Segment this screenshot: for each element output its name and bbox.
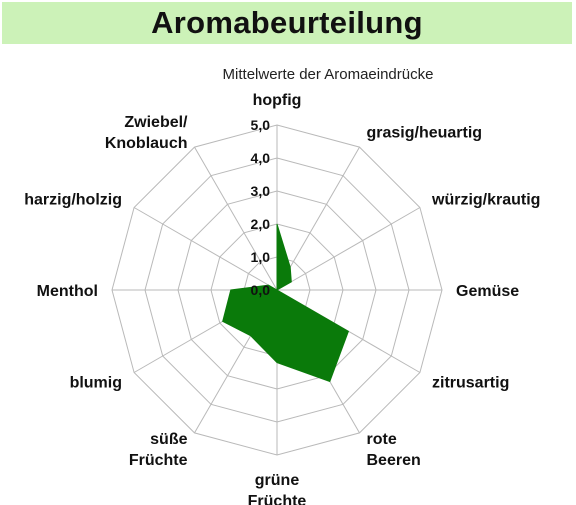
category-label: blumig <box>70 375 122 392</box>
category-label: Gemüse <box>456 283 519 300</box>
tick-label: 3,0 <box>251 183 271 199</box>
title-banner: Aromabeurteilung <box>2 2 572 44</box>
category-label: zitrusartig <box>432 375 509 392</box>
category-labels: hopfig grasig/heuartig würzig/krautig Gemüs… <box>24 92 540 505</box>
category-label: Zwiebel/Knoblauch <box>105 114 188 152</box>
tick-label: 1,0 <box>251 249 271 265</box>
category-label: harzig/holzig <box>24 192 122 209</box>
category-label: grüne Früchte <box>248 472 307 505</box>
category-label: Menthol <box>37 283 98 300</box>
tick-label: 5,0 <box>251 117 271 133</box>
category-label: grasig/heuartig <box>367 125 483 142</box>
series-layer <box>222 223 350 383</box>
chart-title: Aromabeurteilung <box>151 5 423 40</box>
series-area <box>222 223 350 383</box>
chart-subtitle: Mittelwerte der Aromaeindrücke <box>223 66 434 83</box>
tick-label: 4,0 <box>251 150 271 166</box>
grid-spoke <box>276 146 360 291</box>
grid-spoke <box>194 146 278 291</box>
tick-label: 2,0 <box>251 216 271 232</box>
category-label: rote Beeren <box>367 431 421 469</box>
tick-label: 0,0 <box>251 282 271 298</box>
category-label: würzig/krautig <box>431 192 540 209</box>
category-label: süße Früchte <box>129 431 188 469</box>
tick-labels: 0,0 1,0 2,0 3,0 4,0 5,0 <box>251 117 271 298</box>
grid-spoke <box>133 207 278 291</box>
grid-spoke <box>276 207 421 291</box>
category-label: hopfig <box>253 92 302 109</box>
